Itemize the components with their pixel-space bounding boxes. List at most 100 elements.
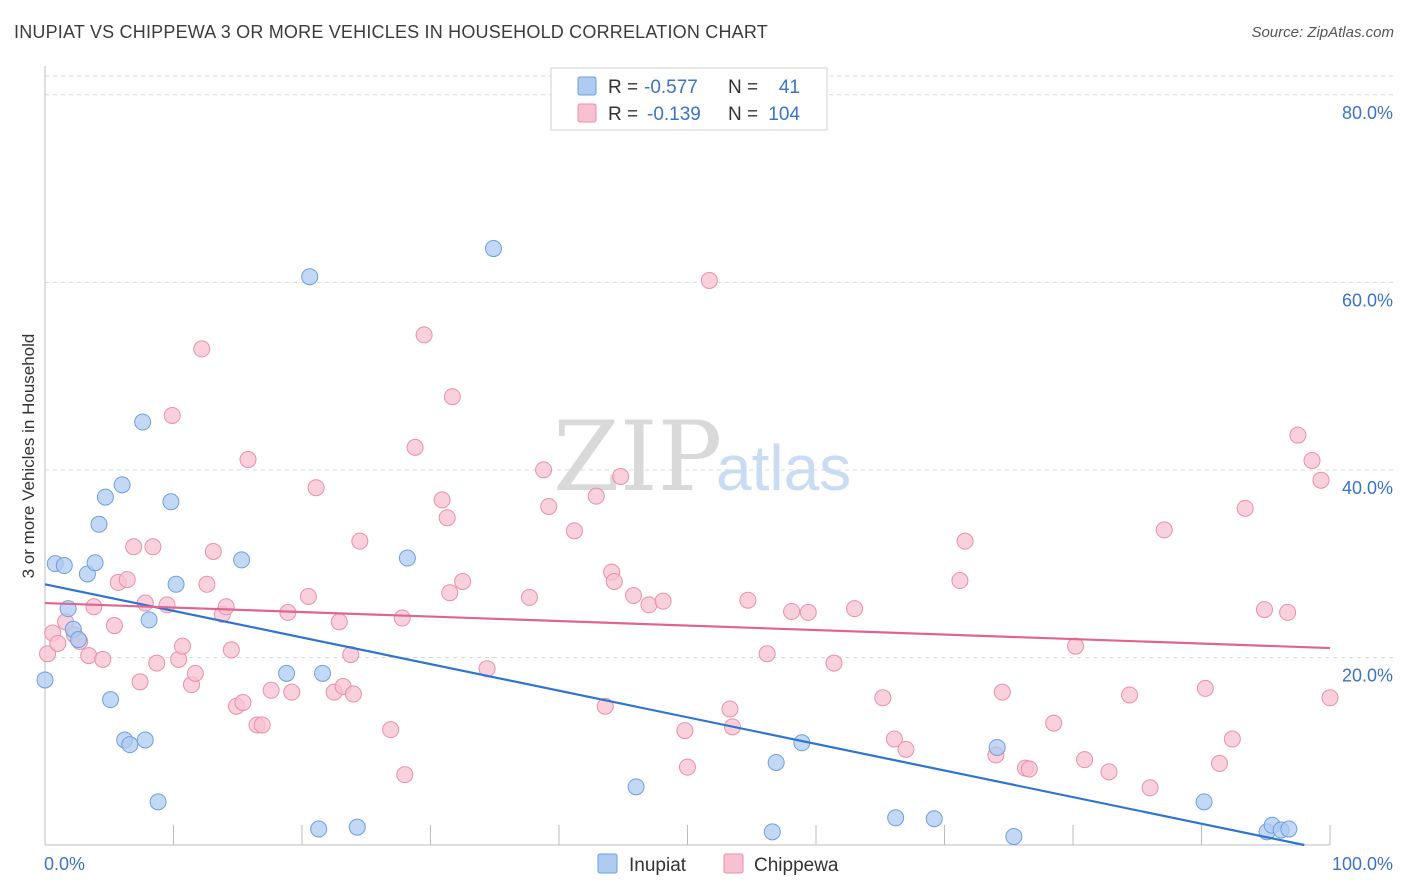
x-tick-labels: 0.0% 100.0% bbox=[44, 854, 1393, 874]
watermark-atlas: atlas bbox=[716, 432, 851, 504]
chippewa-point bbox=[415, 326, 433, 344]
chippewa-point bbox=[758, 645, 776, 663]
inupiat-point bbox=[167, 575, 185, 593]
legend-n-label-chippewa: N = bbox=[728, 104, 758, 125]
chippewa-point bbox=[1223, 730, 1241, 748]
chippewa-point bbox=[1236, 499, 1254, 517]
chippewa-point bbox=[118, 571, 136, 589]
chippewa-point bbox=[80, 647, 98, 665]
y-tick-label: 60.0% bbox=[1342, 290, 1393, 310]
y-tick-label: 40.0% bbox=[1342, 478, 1393, 498]
chippewa-point bbox=[1255, 601, 1273, 619]
chippewa-point bbox=[382, 721, 400, 739]
chippewa-point bbox=[1020, 760, 1038, 778]
chippewa-point bbox=[222, 641, 240, 659]
inupiat-point bbox=[162, 493, 180, 511]
chippewa-point bbox=[49, 634, 67, 652]
chippewa-point bbox=[885, 730, 903, 748]
legend-n-value-chippewa: 104 bbox=[768, 104, 800, 125]
chippewa-point bbox=[1279, 603, 1297, 621]
chippewa-point bbox=[204, 542, 222, 560]
chippewa-point bbox=[94, 650, 112, 668]
chippewa-point bbox=[1321, 689, 1339, 707]
chippewa-point bbox=[1067, 637, 1085, 655]
legend-r-label-inupiat: R = bbox=[608, 77, 638, 98]
legend-swatch-inupiat bbox=[577, 76, 597, 96]
watermark-zip: ZIP bbox=[553, 401, 722, 513]
inupiat-point bbox=[1195, 793, 1213, 811]
inupiat-point bbox=[763, 823, 781, 841]
chippewa-point bbox=[825, 654, 843, 672]
chippewa-point bbox=[351, 532, 369, 550]
inupiat-point bbox=[69, 631, 87, 649]
inupiat-point bbox=[398, 549, 416, 567]
chippewa-point bbox=[198, 575, 216, 593]
inupiat-point bbox=[86, 554, 104, 572]
chippewa-point bbox=[874, 689, 892, 707]
chippewa-point bbox=[605, 572, 623, 590]
chippewa-point bbox=[739, 591, 757, 609]
chippewa-point bbox=[441, 584, 459, 602]
inupiat-point bbox=[767, 753, 785, 771]
source-label: Source: ZipAtlas.com bbox=[1251, 24, 1394, 41]
chippewa-point bbox=[1155, 521, 1173, 539]
chippewa-point bbox=[344, 685, 362, 703]
chippewa-point bbox=[234, 693, 252, 711]
inupiat-point bbox=[102, 691, 120, 709]
bottom-legend: Inupiat Chippewa bbox=[597, 853, 839, 876]
inupiat-point bbox=[55, 557, 73, 575]
inupiat-point bbox=[36, 671, 54, 689]
chippewa-point bbox=[299, 587, 317, 605]
inupiat-point bbox=[301, 268, 319, 286]
chippewa-point bbox=[173, 637, 191, 655]
chippewa-point bbox=[679, 758, 696, 776]
chippewa-point bbox=[897, 740, 915, 758]
inupiat-point bbox=[140, 611, 158, 629]
chippewa-point bbox=[105, 617, 123, 635]
chippewa-point bbox=[1210, 754, 1228, 772]
chippewa-point bbox=[443, 388, 461, 406]
inupiat-point bbox=[925, 810, 943, 828]
chippewa-point bbox=[1196, 679, 1214, 697]
inupiat-point bbox=[149, 793, 167, 811]
chippewa-point bbox=[163, 406, 181, 424]
inupiat-point bbox=[121, 736, 139, 754]
chippewa-point bbox=[39, 645, 57, 663]
chippewa-point bbox=[625, 587, 643, 605]
legend-r-value-inupiat: -0.577 bbox=[644, 77, 698, 98]
chippewa-point bbox=[520, 588, 538, 606]
legend: R = -0.577 N = 41 R = -0.139 N = 104 bbox=[550, 67, 828, 131]
chippewa-point bbox=[951, 572, 969, 590]
x-tick-label: 0.0% bbox=[44, 854, 85, 874]
chippewa-point bbox=[217, 598, 235, 616]
trend-line-inupiat bbox=[44, 583, 1305, 847]
inupiat-point bbox=[96, 488, 114, 506]
chippewa-point bbox=[1045, 714, 1063, 732]
chippewa-point bbox=[587, 487, 605, 505]
inupiat-point bbox=[1005, 828, 1023, 846]
inupiat-point bbox=[627, 778, 645, 796]
chippewa-point bbox=[283, 683, 301, 701]
y-tick-label: 80.0% bbox=[1342, 103, 1393, 123]
axes bbox=[44, 66, 1331, 846]
bottom-legend-label-chippewa: Chippewa bbox=[754, 855, 839, 876]
chippewa-point bbox=[640, 596, 658, 614]
inupiat-point bbox=[113, 476, 131, 494]
chippewa-point bbox=[799, 603, 817, 621]
chippewa-point bbox=[1076, 751, 1094, 769]
chippewa-point bbox=[1121, 686, 1139, 704]
legend-r-label-chippewa: R = bbox=[608, 104, 638, 125]
inupiat-point bbox=[136, 731, 154, 749]
chippewa-point bbox=[406, 438, 424, 456]
chippewa-point bbox=[1141, 779, 1159, 797]
chippewa-point bbox=[454, 572, 472, 590]
inupiat-point bbox=[484, 240, 502, 258]
inupiat-point bbox=[314, 664, 332, 682]
legend-r-value-chippewa: -0.139 bbox=[647, 104, 701, 125]
chippewa-point bbox=[438, 509, 456, 527]
bottom-legend-label-inupiat: Inupiat bbox=[629, 855, 687, 876]
inupiat-point bbox=[233, 551, 251, 569]
chippewa-point bbox=[131, 673, 149, 691]
y-tick-labels: 20.0% 40.0% 60.0% 80.0% bbox=[1342, 103, 1393, 686]
